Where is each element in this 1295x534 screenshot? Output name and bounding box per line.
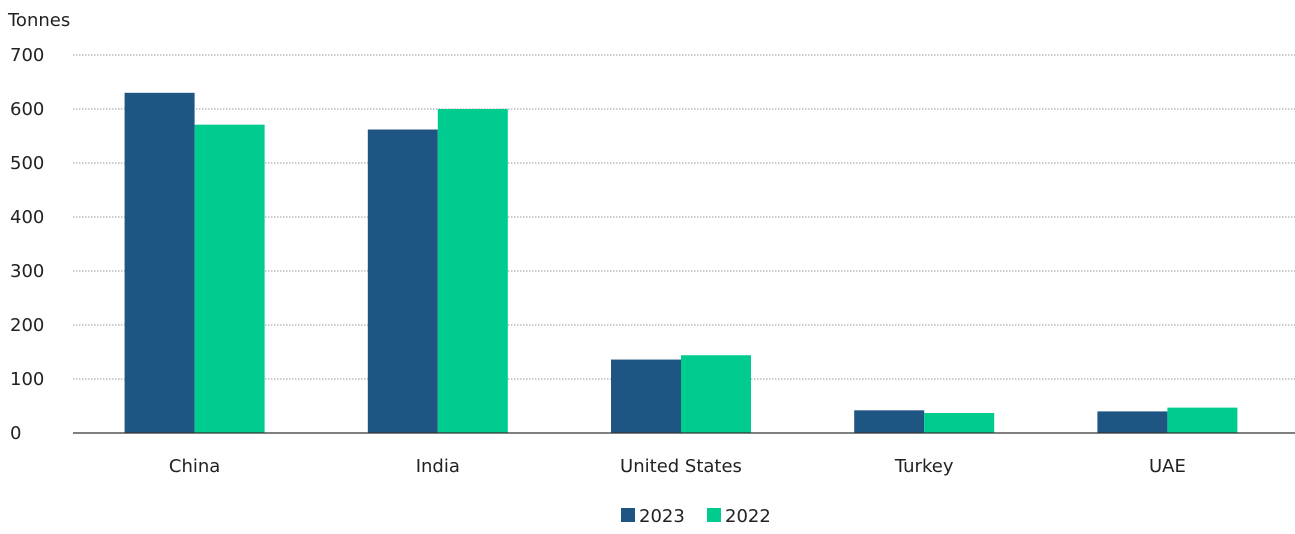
- x-tick-label: India: [416, 456, 460, 477]
- legend-swatch: [707, 508, 721, 522]
- x-tick-label: UAE: [1149, 456, 1186, 477]
- bar-2022-uae: [1167, 407, 1238, 433]
- y-tick-label: 200: [10, 315, 44, 336]
- legend: 2023 2022: [621, 506, 771, 527]
- gridlines: [73, 54, 1295, 380]
- x-tick-label: China: [169, 456, 220, 477]
- y-tick-label: 700: [10, 45, 44, 66]
- bar-2022-india: [437, 109, 508, 433]
- bar-2023-china: [124, 92, 195, 434]
- bar-2023-united-states: [611, 359, 681, 433]
- y-tick-label: 300: [10, 261, 44, 282]
- bar-2023-turkey: [854, 410, 925, 433]
- legend-label: 2022: [725, 506, 771, 527]
- y-tick-labels: 0 100 200 300 400 500 600 700: [10, 45, 44, 444]
- bar-2023-uae: [1097, 411, 1168, 433]
- y-tick-label: 0: [10, 423, 21, 444]
- y-tick-label: 600: [10, 99, 44, 120]
- bar-2022-united-states: [681, 355, 751, 433]
- legend-swatch: [621, 508, 635, 522]
- legend-label: 2023: [639, 506, 685, 527]
- y-tick-label: 500: [10, 153, 44, 174]
- bar-2023-india: [367, 129, 438, 433]
- bar-2022-china: [194, 124, 265, 433]
- x-tick-label: Turkey: [894, 456, 954, 477]
- x-tick-label: United States: [620, 456, 742, 477]
- y-tick-label: 100: [10, 369, 44, 390]
- y-tick-label: 400: [10, 207, 44, 228]
- bars: [124, 92, 1238, 434]
- x-tick-labels: China India United States Turkey UAE: [169, 456, 1186, 477]
- bar-2022-turkey: [924, 413, 995, 433]
- y-axis-label: Tonnes: [7, 10, 70, 31]
